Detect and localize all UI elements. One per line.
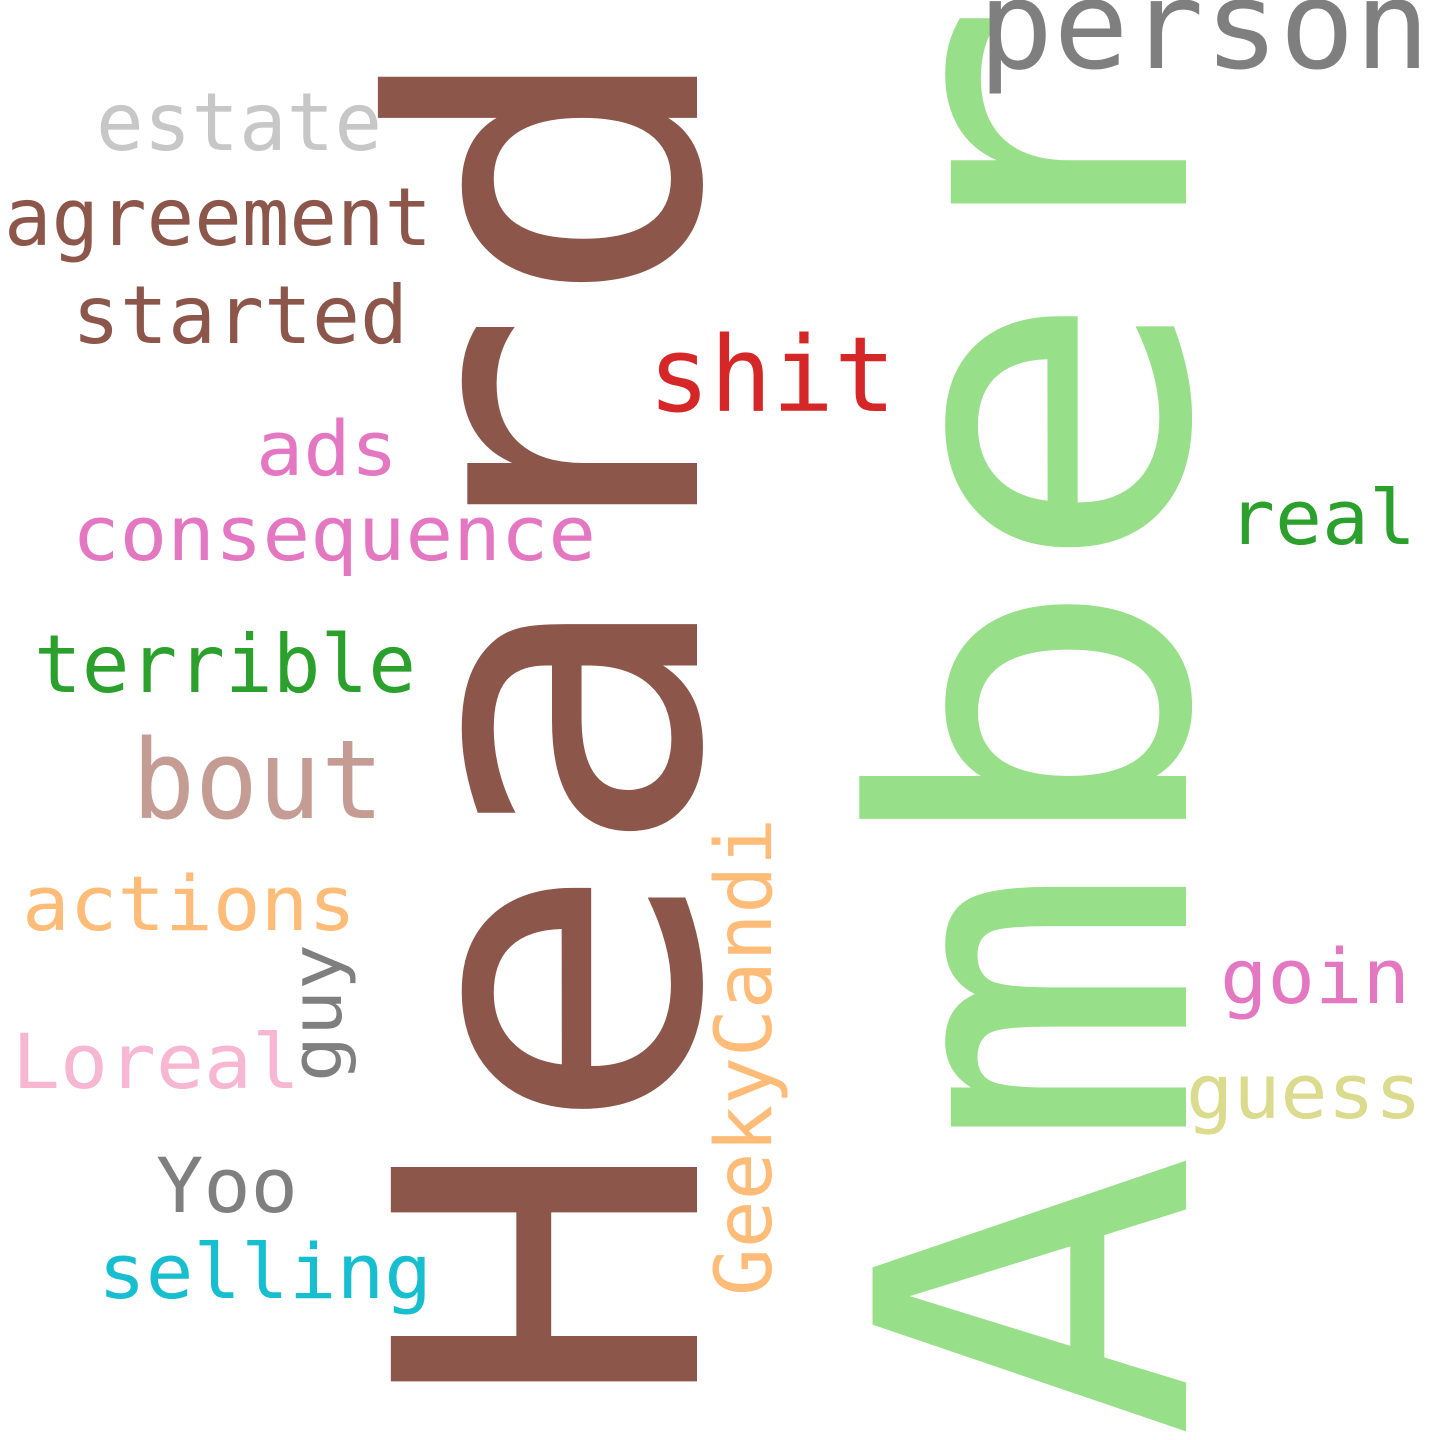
word-loreal: Loreal: [12, 1017, 300, 1106]
word-guy: guy: [276, 944, 358, 1082]
word-goin: goin: [1220, 932, 1410, 1021]
word-person: person: [978, 0, 1430, 97]
word-terrible: terrible: [34, 618, 416, 711]
word-yoo: Yoo: [156, 1141, 298, 1230]
word-agreement: agreement: [4, 171, 432, 264]
word-ads: ads: [256, 404, 398, 493]
word-selling: selling: [98, 1227, 432, 1316]
word-real: real: [1228, 473, 1416, 562]
word-guess: guess: [1186, 1047, 1422, 1136]
word-consequence: consequence: [72, 489, 596, 578]
word-bout: bout: [132, 716, 384, 844]
word-shit: shit: [648, 314, 896, 436]
word-actions: actions: [22, 859, 356, 948]
word-started: started: [72, 269, 408, 362]
word-estate: estate: [96, 76, 382, 169]
word-geekycandi: GeekyCandi: [700, 818, 790, 1296]
word-heard: Heard: [308, 34, 797, 1412]
word-amber: Amber: [788, 0, 1288, 1440]
